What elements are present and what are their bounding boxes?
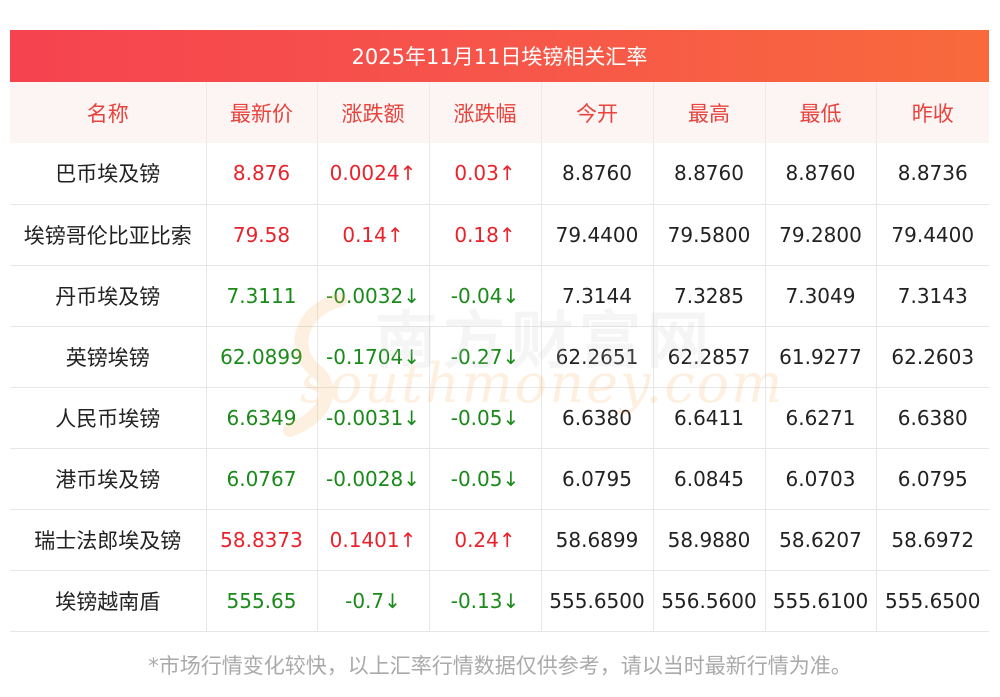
table-title: 2025年11月11日埃镑相关汇率 xyxy=(10,30,989,82)
cell-open: 8.8760 xyxy=(541,143,654,205)
cell-change: 0.1401↑ xyxy=(317,509,430,571)
cell-change: -0.0028↓ xyxy=(317,448,430,510)
cell-name: 英镑埃镑 xyxy=(10,326,207,388)
cell-prev-close: 6.0795 xyxy=(876,448,989,510)
cell-low: 7.3049 xyxy=(765,265,877,327)
cell-change-pct: -0.13↓ xyxy=(429,570,542,632)
header-prev-close: 昨收 xyxy=(876,82,989,143)
header-open: 今开 xyxy=(541,82,654,143)
cell-open: 58.6899 xyxy=(541,509,654,571)
cell-open: 555.6500 xyxy=(541,570,654,632)
cell-change: -0.0031↓ xyxy=(317,387,430,449)
table-row: 埃镑哥伦比亚比索 79.58 0.14↑ 0.18↑ 79.4400 79.5800 79.… xyxy=(10,204,989,266)
cell-prev-close: 7.3143 xyxy=(876,265,989,327)
rate-table-card: 2025年11月11日埃镑相关汇率 名称 最新价 涨跌额 涨跌幅 今开 最高 最… xyxy=(10,30,989,632)
cell-change-pct: 0.24↑ xyxy=(429,509,542,571)
cell-latest: 79.58 xyxy=(206,204,318,266)
header-low: 最低 xyxy=(765,82,877,143)
cell-high: 556.5600 xyxy=(653,570,766,632)
cell-low: 61.9277 xyxy=(765,326,877,388)
cell-latest: 58.8373 xyxy=(206,509,318,571)
cell-open: 79.4400 xyxy=(541,204,654,266)
header-name: 名称 xyxy=(10,82,207,143)
cell-high: 6.0845 xyxy=(653,448,766,510)
cell-prev-close: 79.4400 xyxy=(876,204,989,266)
cell-high: 8.8760 xyxy=(653,143,766,205)
cell-name: 人民币埃镑 xyxy=(10,387,207,449)
table-row: 丹币埃及镑 7.3111 -0.0032↓ -0.04↓ 7.3144 7.3285 7.3… xyxy=(10,265,989,327)
cell-latest: 62.0899 xyxy=(206,326,318,388)
cell-change: -0.1704↓ xyxy=(317,326,430,388)
cell-change-pct: -0.27↓ xyxy=(429,326,542,388)
cell-low: 79.2800 xyxy=(765,204,877,266)
cell-high: 62.2857 xyxy=(653,326,766,388)
cell-low: 6.0703 xyxy=(765,448,877,510)
cell-name: 瑞士法郎埃及镑 xyxy=(10,509,207,571)
cell-open: 7.3144 xyxy=(541,265,654,327)
cell-change-pct: 0.03↑ xyxy=(429,143,542,205)
cell-open: 62.2651 xyxy=(541,326,654,388)
cell-prev-close: 62.2603 xyxy=(876,326,989,388)
cell-low: 555.6100 xyxy=(765,570,877,632)
table-header-row: 名称 最新价 涨跌额 涨跌幅 今开 最高 最低 昨收 xyxy=(10,82,989,143)
cell-prev-close: 555.6500 xyxy=(876,570,989,632)
cell-change-pct: -0.05↓ xyxy=(429,387,542,449)
table-row: 港币埃及镑 6.0767 -0.0028↓ -0.05↓ 6.0795 6.0845 6.0… xyxy=(10,448,989,510)
cell-low: 6.6271 xyxy=(765,387,877,449)
cell-prev-close: 6.6380 xyxy=(876,387,989,449)
cell-change: -0.0032↓ xyxy=(317,265,430,327)
cell-change-pct: -0.04↓ xyxy=(429,265,542,327)
cell-change-pct: 0.18↑ xyxy=(429,204,542,266)
cell-name: 丹币埃及镑 xyxy=(10,265,207,327)
cell-low: 8.8760 xyxy=(765,143,877,205)
cell-prev-close: 58.6972 xyxy=(876,509,989,571)
table-row: 人民币埃镑 6.6349 -0.0031↓ -0.05↓ 6.6380 6.6411 6.6… xyxy=(10,387,989,449)
cell-change: 0.0024↑ xyxy=(317,143,430,205)
cell-name: 港币埃及镑 xyxy=(10,448,207,510)
header-high: 最高 xyxy=(653,82,766,143)
cell-name: 埃镑哥伦比亚比索 xyxy=(10,204,207,266)
cell-change: 0.14↑ xyxy=(317,204,430,266)
cell-name: 巴币埃及镑 xyxy=(10,143,207,205)
cell-high: 7.3285 xyxy=(653,265,766,327)
table-row: 英镑埃镑 62.0899 -0.1704↓ -0.27↓ 62.2651 62.2857 6… xyxy=(10,326,989,388)
cell-open: 6.0795 xyxy=(541,448,654,510)
cell-latest: 6.6349 xyxy=(206,387,318,449)
cell-high: 58.9880 xyxy=(653,509,766,571)
cell-latest: 8.876 xyxy=(206,143,318,205)
cell-high: 6.6411 xyxy=(653,387,766,449)
cell-name: 埃镑越南盾 xyxy=(10,570,207,632)
header-change-pct: 涨跌幅 xyxy=(429,82,542,143)
cell-latest: 6.0767 xyxy=(206,448,318,510)
cell-change: -0.7↓ xyxy=(317,570,430,632)
cell-open: 6.6380 xyxy=(541,387,654,449)
cell-change-pct: -0.05↓ xyxy=(429,448,542,510)
cell-prev-close: 8.8736 xyxy=(876,143,989,205)
cell-latest: 7.3111 xyxy=(206,265,318,327)
cell-low: 58.6207 xyxy=(765,509,877,571)
header-change: 涨跌额 xyxy=(317,82,430,143)
table-row: 埃镑越南盾 555.65 -0.7↓ -0.13↓ 555.6500 556.5600 55… xyxy=(10,570,989,632)
exchange-rate-table: 名称 最新价 涨跌额 涨跌幅 今开 最高 最低 昨收 巴币埃及镑 8.876 0.0… xyxy=(10,82,989,632)
cell-high: 79.5800 xyxy=(653,204,766,266)
disclaimer-note: *市场行情变化较快，以上汇率行情数据仅供参考，请以当时最新行情为准。 xyxy=(148,654,852,678)
table-row: 瑞士法郎埃及镑 58.8373 0.1401↑ 0.24↑ 58.6899 58.9880… xyxy=(10,509,989,571)
table-row: 巴币埃及镑 8.876 0.0024↑ 0.03↑ 8.8760 8.8760 8.8760… xyxy=(10,143,989,205)
header-latest: 最新价 xyxy=(206,82,318,143)
cell-latest: 555.65 xyxy=(206,570,318,632)
